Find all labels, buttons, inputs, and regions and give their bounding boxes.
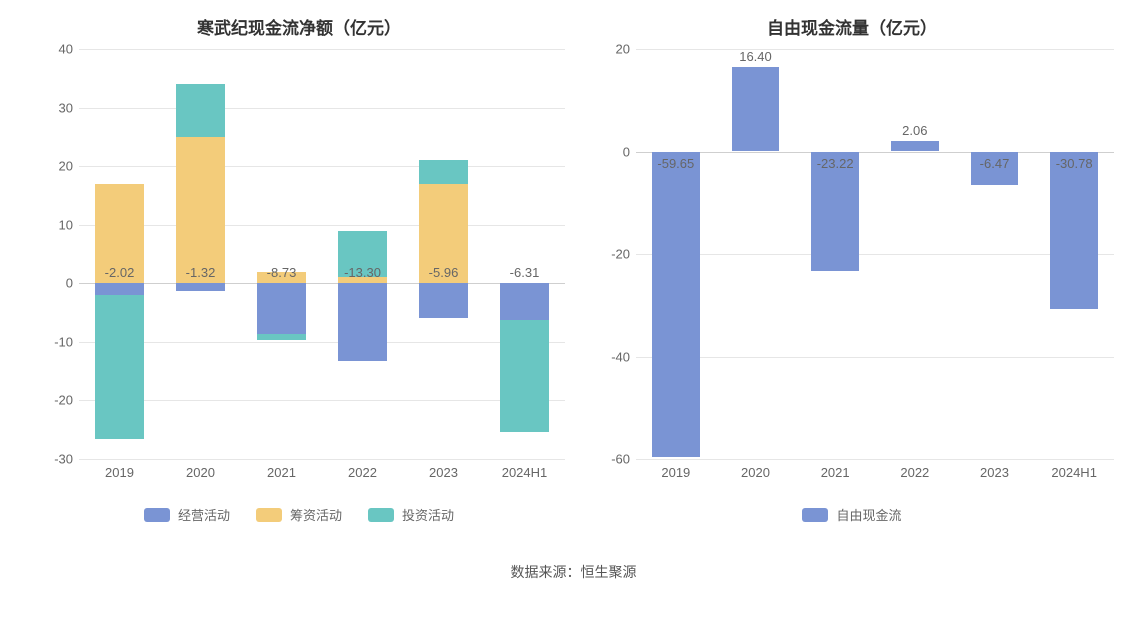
value-label: 2.06: [902, 123, 927, 138]
x-axis-label: 2021: [821, 465, 850, 480]
bar-segment: [500, 320, 549, 431]
legend-swatch: [256, 508, 282, 522]
x-axis-label: 2022: [348, 465, 377, 480]
y-axis-label: -30: [29, 452, 73, 467]
bar-segment: [176, 137, 225, 283]
x-axis-label: 2023: [980, 465, 1009, 480]
bar-segment: [419, 160, 468, 183]
legend-label: 自由现金流: [836, 505, 901, 524]
bar-segment: [176, 84, 225, 137]
bar-segment: [95, 295, 144, 439]
legend-swatch: [802, 508, 828, 522]
x-axis-label: 2020: [186, 465, 215, 480]
y-axis-label: -20: [29, 393, 73, 408]
y-axis-label: 20: [29, 159, 73, 174]
y-axis-label: 0: [29, 276, 73, 291]
value-label: -8.73: [267, 265, 297, 280]
cashflow-net-chart: 寒武纪现金流净额（亿元） -30 -20 -10 0 10 20 30 40 -2.02 -1.3…: [25, 10, 573, 550]
bar: [1050, 152, 1098, 310]
x-axis-label: 2019: [661, 465, 690, 480]
value-label: -6.31: [510, 265, 540, 280]
bars-layer: -2.02 -1.32 -8.73 -13.30 -5.96 -6.31: [79, 49, 565, 459]
legend-item: 投资活动: [368, 505, 454, 524]
legend-swatch: [144, 508, 170, 522]
x-axis-label: 2024H1: [1051, 465, 1097, 480]
bar-segment: [500, 283, 549, 320]
value-label: -2.02: [105, 265, 135, 280]
legend-label: 经营活动: [178, 505, 230, 524]
value-label: -5.96: [429, 265, 459, 280]
y-axis-label: -10: [29, 334, 73, 349]
legend-item: 经营活动: [144, 505, 230, 524]
value-label: -13.30: [344, 265, 381, 280]
chart-title: 寒武纪现金流净额（亿元）: [25, 14, 573, 39]
x-axis-label: 2022: [900, 465, 929, 480]
y-axis-label: -20: [586, 247, 630, 262]
x-axis-label: 2023: [429, 465, 458, 480]
plot-area: -60-40-20020-59.6516.40-23.222.06-6.47-3…: [636, 49, 1114, 459]
legend-item: 筹资活动: [256, 505, 342, 524]
x-axis-label: 2021: [267, 465, 296, 480]
x-axis-labels: 2019 2020 2021 2022 2023 2024H1: [636, 459, 1114, 485]
page-root: 寒武纪现金流净额（亿元） -30 -20 -10 0 10 20 30 40 -2.02 -1.3…: [0, 0, 1147, 619]
y-axis-label: 0: [586, 144, 630, 159]
x-axis-label: 2020: [741, 465, 770, 480]
x-axis-label: 2024H1: [502, 465, 548, 480]
value-label: -23.22: [817, 156, 854, 171]
y-axis-label: 30: [29, 100, 73, 115]
legend-label: 筹资活动: [290, 505, 342, 524]
chart-legend: 自由现金流: [582, 505, 1122, 524]
bars-layer: -59.65 16.40 -23.22 2.06 -6.47 -30.78: [636, 49, 1114, 459]
legend-label: 投资活动: [402, 505, 454, 524]
bar-segment: [338, 283, 387, 361]
legend-item: 自由现金流: [802, 505, 901, 524]
chart-legend: 经营活动 筹资活动 投资活动: [25, 505, 573, 524]
charts-row: 寒武纪现金流净额（亿元） -30 -20 -10 0 10 20 30 40 -2.02 -1.3…: [25, 10, 1122, 550]
plot-area: -30-20-10010203040-2.02-1.32-8.73-13.30-…: [79, 49, 565, 459]
bar-segment: [176, 283, 225, 291]
free-cashflow-chart: 自由现金流量（亿元） -60 -40 -20 0 20 -59.65 16.40 -23.22…: [582, 10, 1122, 550]
bar: [891, 141, 939, 152]
y-axis-label: 40: [29, 42, 73, 57]
value-label: -59.65: [657, 156, 694, 171]
legend-swatch: [368, 508, 394, 522]
value-label: -6.47: [980, 156, 1010, 171]
y-axis-label: 10: [29, 217, 73, 232]
y-axis-label: -60: [586, 452, 630, 467]
value-label: -30.78: [1056, 156, 1093, 171]
bar-segment: [257, 283, 306, 334]
bar-segment: [257, 334, 306, 340]
data-source-line: 数据来源：恒生聚源: [25, 562, 1122, 582]
x-axis-label: 2019: [105, 465, 134, 480]
bar: [652, 152, 700, 458]
value-label: -1.32: [186, 265, 216, 280]
bar-segment: [95, 283, 144, 295]
value-label: 16.40: [739, 49, 772, 64]
x-axis-labels: 2019 2020 2021 2022 2023 2024H1: [79, 459, 565, 485]
y-axis-label: 20: [586, 42, 630, 57]
bar: [732, 67, 780, 151]
y-axis-label: -40: [586, 349, 630, 364]
chart-title: 自由现金流量（亿元）: [582, 14, 1122, 39]
bar-segment: [419, 283, 468, 318]
